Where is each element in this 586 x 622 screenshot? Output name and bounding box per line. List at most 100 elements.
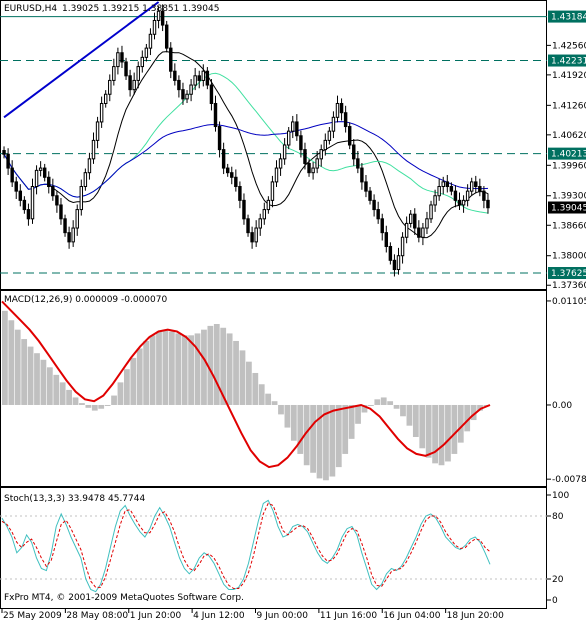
candle [486,193,490,214]
candle-body [128,75,132,91]
candle-body [343,112,348,128]
candle [254,220,258,247]
candle-body [445,181,450,188]
candle [372,194,376,217]
macd-histogram-bar [451,404,458,454]
candle [323,133,328,156]
macd-histogram-bar [258,384,265,405]
macd-histogram-bar [34,353,40,405]
candle-body [319,149,323,160]
level-label-box [548,10,586,23]
candle-body [457,199,462,206]
candle [417,220,421,243]
candle-body [392,259,397,271]
candle-body [160,10,165,26]
candle [425,211,429,235]
macd-histogram-bar [194,333,201,405]
macd-histogram-bar [303,404,310,466]
candle-body [47,176,51,188]
candle [335,95,340,123]
candle [59,198,63,225]
candle-body [83,172,88,188]
candle-body [14,181,18,192]
stoch-label: Stoch(13,3,3) 33.9478 45.7744 [4,494,145,504]
macd-histogram-bar [271,401,278,405]
macd-histogram-bar [329,404,336,477]
candle [352,139,356,166]
candle-body [299,135,303,151]
candle [136,61,140,89]
candle-body [295,121,299,137]
candle-body [429,204,433,220]
candle [384,225,389,253]
candle-body [242,199,246,220]
candle-body [26,209,31,220]
candle [193,67,197,91]
level-label-text: 1.37625 [551,269,586,279]
candle [388,242,393,265]
candle-body [213,102,218,128]
candle [469,177,474,196]
time-tick-label: 4 Jun 12:00 [193,611,245,621]
candle-body [303,149,307,164]
candle [63,214,67,237]
candle [266,196,271,214]
candle [140,50,145,73]
price-tick-label: 1.40620 [552,131,586,141]
candle-body [433,195,437,206]
candle-body [197,75,201,81]
candle-body [335,102,340,118]
macd-histogram-bar [457,404,464,443]
candle-body [103,93,108,104]
candle [392,254,397,277]
macd-histogram-bar [393,404,400,409]
macd-histogram-bar [348,404,355,439]
candle [453,185,458,208]
candle-body [59,204,63,220]
candle [225,163,230,177]
candle-body [34,169,39,188]
stoch-axis: 100 80 20 0 [547,491,569,606]
candle [47,171,51,194]
candle-body [99,102,104,123]
candle [408,210,413,228]
candle [270,175,275,208]
candle [173,63,177,86]
candle-body [18,190,23,201]
candle-body [291,121,295,132]
stoch-pane-frame [0,487,547,609]
candle-body [95,121,100,141]
candle [303,142,307,170]
candle [449,182,454,196]
macd-histogram-bar [104,404,111,406]
candle [148,28,153,56]
candle [169,42,173,79]
candle [164,20,169,53]
candle [282,138,287,165]
candle [103,90,108,108]
candle [197,70,201,89]
candle-body [331,116,336,132]
macd-histogram-bar [130,357,137,405]
candle-body [250,232,254,243]
candle-body [352,144,356,160]
candle [42,163,47,182]
candle-body [225,167,230,174]
macd-histogram-bar [98,404,105,409]
candle-body [254,227,258,243]
candle [181,82,185,105]
candle [396,247,401,275]
candle [286,127,291,150]
macd-tick-label: 0.00 [552,401,572,411]
macd-histogram-bar [124,369,130,405]
macd-histogram-bar [445,404,451,462]
candle-body [22,199,27,211]
candle-body [408,213,413,224]
trendline [3,1,160,119]
price-tick-label: 1.39960 [552,161,586,171]
candle-body [144,47,149,58]
candle [230,166,234,185]
macd-signal-line [1,300,491,469]
level-label-text: 1.43184 [551,13,586,23]
candle [238,181,242,209]
